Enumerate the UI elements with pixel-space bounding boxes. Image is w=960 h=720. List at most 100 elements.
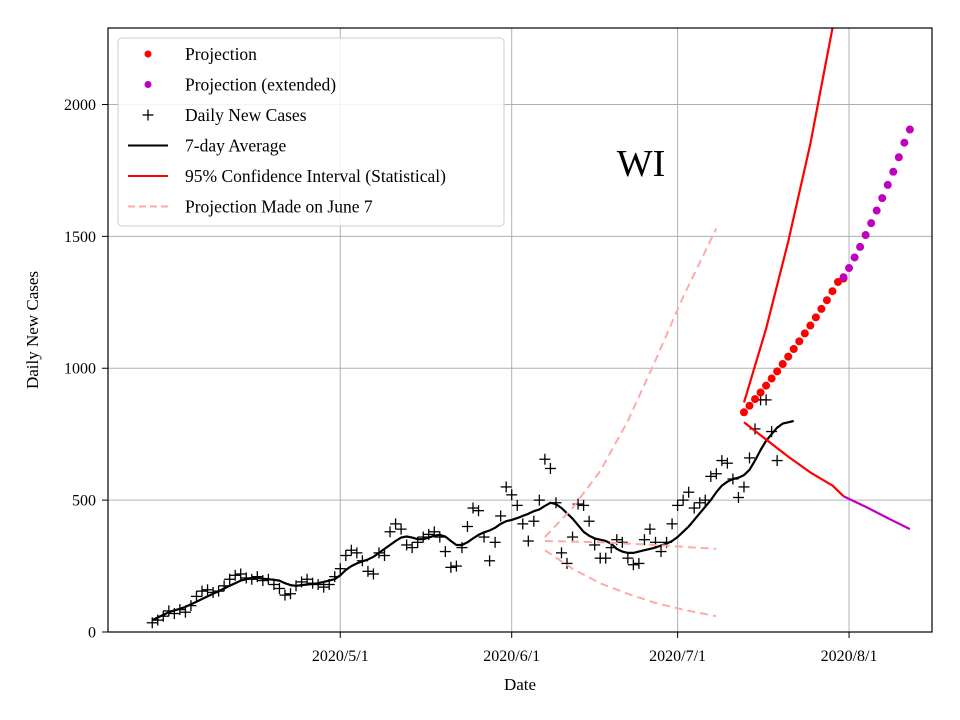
projection-point [767, 374, 776, 383]
daily-new-cases-marker [544, 462, 556, 474]
daily-new-cases-marker [528, 515, 540, 527]
projection-point [795, 337, 804, 346]
daily-new-cases-marker [251, 571, 263, 583]
legend-entry-daily-new-cases: Daily New Cases [142, 105, 307, 125]
95-confidence-interval-statistical-upper-series [742, 27, 834, 403]
projection-point [822, 296, 831, 305]
legend-label: Projection Made on June 7 [185, 197, 373, 217]
daily-new-cases-marker [561, 557, 573, 569]
daily-new-cases-marker [445, 561, 457, 573]
daily-new-cases-marker [655, 546, 667, 558]
daily-new-cases-marker [235, 568, 247, 580]
legend-label: 7-day Average [185, 136, 286, 156]
projection-extended-point [878, 194, 887, 203]
y-axis-label: Daily New Cases [23, 271, 42, 389]
daily-new-cases-marker [677, 494, 689, 506]
daily-new-cases-marker [771, 455, 783, 467]
projection-made-on-june-7-lower-series [544, 549, 717, 618]
legend-entry-projection-extended: Projection (extended) [144, 75, 336, 95]
chart-annotation: WI [617, 143, 666, 185]
projection-made-on-june-7-upper-line [544, 228, 718, 538]
daily-new-cases-marker [345, 544, 357, 556]
daily-new-cases-marker [489, 536, 501, 548]
daily-new-cases-marker [589, 539, 601, 551]
daily-new-cases-marker [744, 452, 756, 464]
projection-extended-point [839, 273, 848, 282]
daily-new-cases-marker [539, 453, 551, 465]
daily-new-cases-marker [732, 491, 744, 503]
projection-extended-point [845, 264, 854, 273]
daily-new-cases-marker [301, 573, 313, 585]
projection-extended-point [856, 242, 865, 251]
projection-extended-point [867, 219, 876, 228]
daily-new-cases-marker [484, 555, 496, 567]
daily-new-cases-marker [672, 499, 684, 511]
plot-frame [107, 27, 933, 633]
daily-new-cases-marker [683, 486, 695, 498]
daily-new-cases-marker [334, 563, 346, 575]
daily-new-cases-marker [224, 573, 236, 585]
x-tick-label: 2020/8/1 [821, 648, 878, 665]
projection-series [739, 274, 848, 417]
daily-new-cases-marker [616, 536, 628, 548]
lower-bound-extended-line [843, 495, 911, 531]
daily-new-cases-marker [688, 502, 700, 514]
daily-new-cases-marker [318, 581, 330, 593]
lower-bound-extended-series [843, 495, 911, 531]
daily-new-cases-marker [638, 534, 650, 546]
daily-new-cases-marker [533, 494, 545, 506]
daily-new-cases-marker [517, 518, 529, 530]
projection-point [806, 321, 815, 330]
daily-new-cases-series [146, 394, 783, 629]
daily-new-cases-marker [495, 510, 507, 522]
daily-new-cases-marker [583, 515, 595, 527]
legend-entry-95-confidence-interval-statistical: 95% Confidence Interval (Statistical) [128, 166, 446, 186]
projection-point [789, 344, 798, 353]
x-tick-label: 2020/6/1 [483, 648, 540, 665]
axis-ticks: 2020/5/1 2020/6/1 2020/7/1 2020/8/1 0 500 1000… [64, 97, 877, 665]
projection-point [756, 388, 765, 397]
daily-new-cases-marker [738, 481, 750, 493]
daily-new-cases-marker [578, 499, 590, 511]
daily-new-cases-marker [666, 518, 678, 530]
daily-new-cases-marker [279, 589, 291, 601]
projection-point [751, 395, 760, 404]
95-confidence-interval-statistical-lower-line [743, 421, 845, 497]
daily-new-cases-marker [555, 547, 567, 559]
daily-new-cases-marker [721, 457, 733, 469]
projection-point [773, 367, 782, 376]
legend-label: 95% Confidence Interval (Statistical) [185, 166, 446, 186]
daily-new-cases-marker [506, 489, 518, 501]
legend-marker-dot [144, 81, 152, 88]
y-tick-label: 0 [88, 625, 96, 642]
legend-marker-dot [144, 50, 152, 58]
daily-new-cases-marker [511, 499, 523, 511]
daily-new-cases-marker [439, 546, 451, 558]
daily-new-cases-marker [627, 559, 639, 571]
daily-new-cases-marker [644, 523, 656, 535]
daily-new-cases-marker [710, 468, 722, 480]
daily-new-cases-marker [257, 575, 269, 587]
daily-new-cases-marker [390, 518, 402, 530]
daily-new-cases-marker [450, 560, 462, 572]
7-day-average-line [151, 419, 794, 622]
projection-made-on-june-7-lower-line [544, 549, 717, 618]
daily-new-cases-marker [196, 585, 208, 597]
daily-new-cases-marker [367, 568, 379, 580]
daily-new-cases-marker [467, 502, 479, 514]
daily-new-cases-marker [384, 526, 396, 538]
daily-new-cases-marker [179, 606, 191, 618]
projection-extended-point [850, 253, 859, 262]
projection-extended-point [861, 231, 870, 240]
95-confidence-interval-statistical-upper-line [742, 27, 834, 403]
projection-point [778, 360, 787, 369]
plot-area [146, 27, 914, 629]
daily-new-cases-marker [273, 582, 285, 594]
daily-new-cases-marker [401, 539, 413, 551]
projection-point [745, 401, 754, 410]
projection-extended-point [872, 206, 881, 215]
legend-entry-projection-made-on-june-7: Projection Made on June 7 [128, 197, 373, 217]
legend-label: Projection (extended) [185, 75, 336, 95]
projection-point [800, 329, 809, 338]
